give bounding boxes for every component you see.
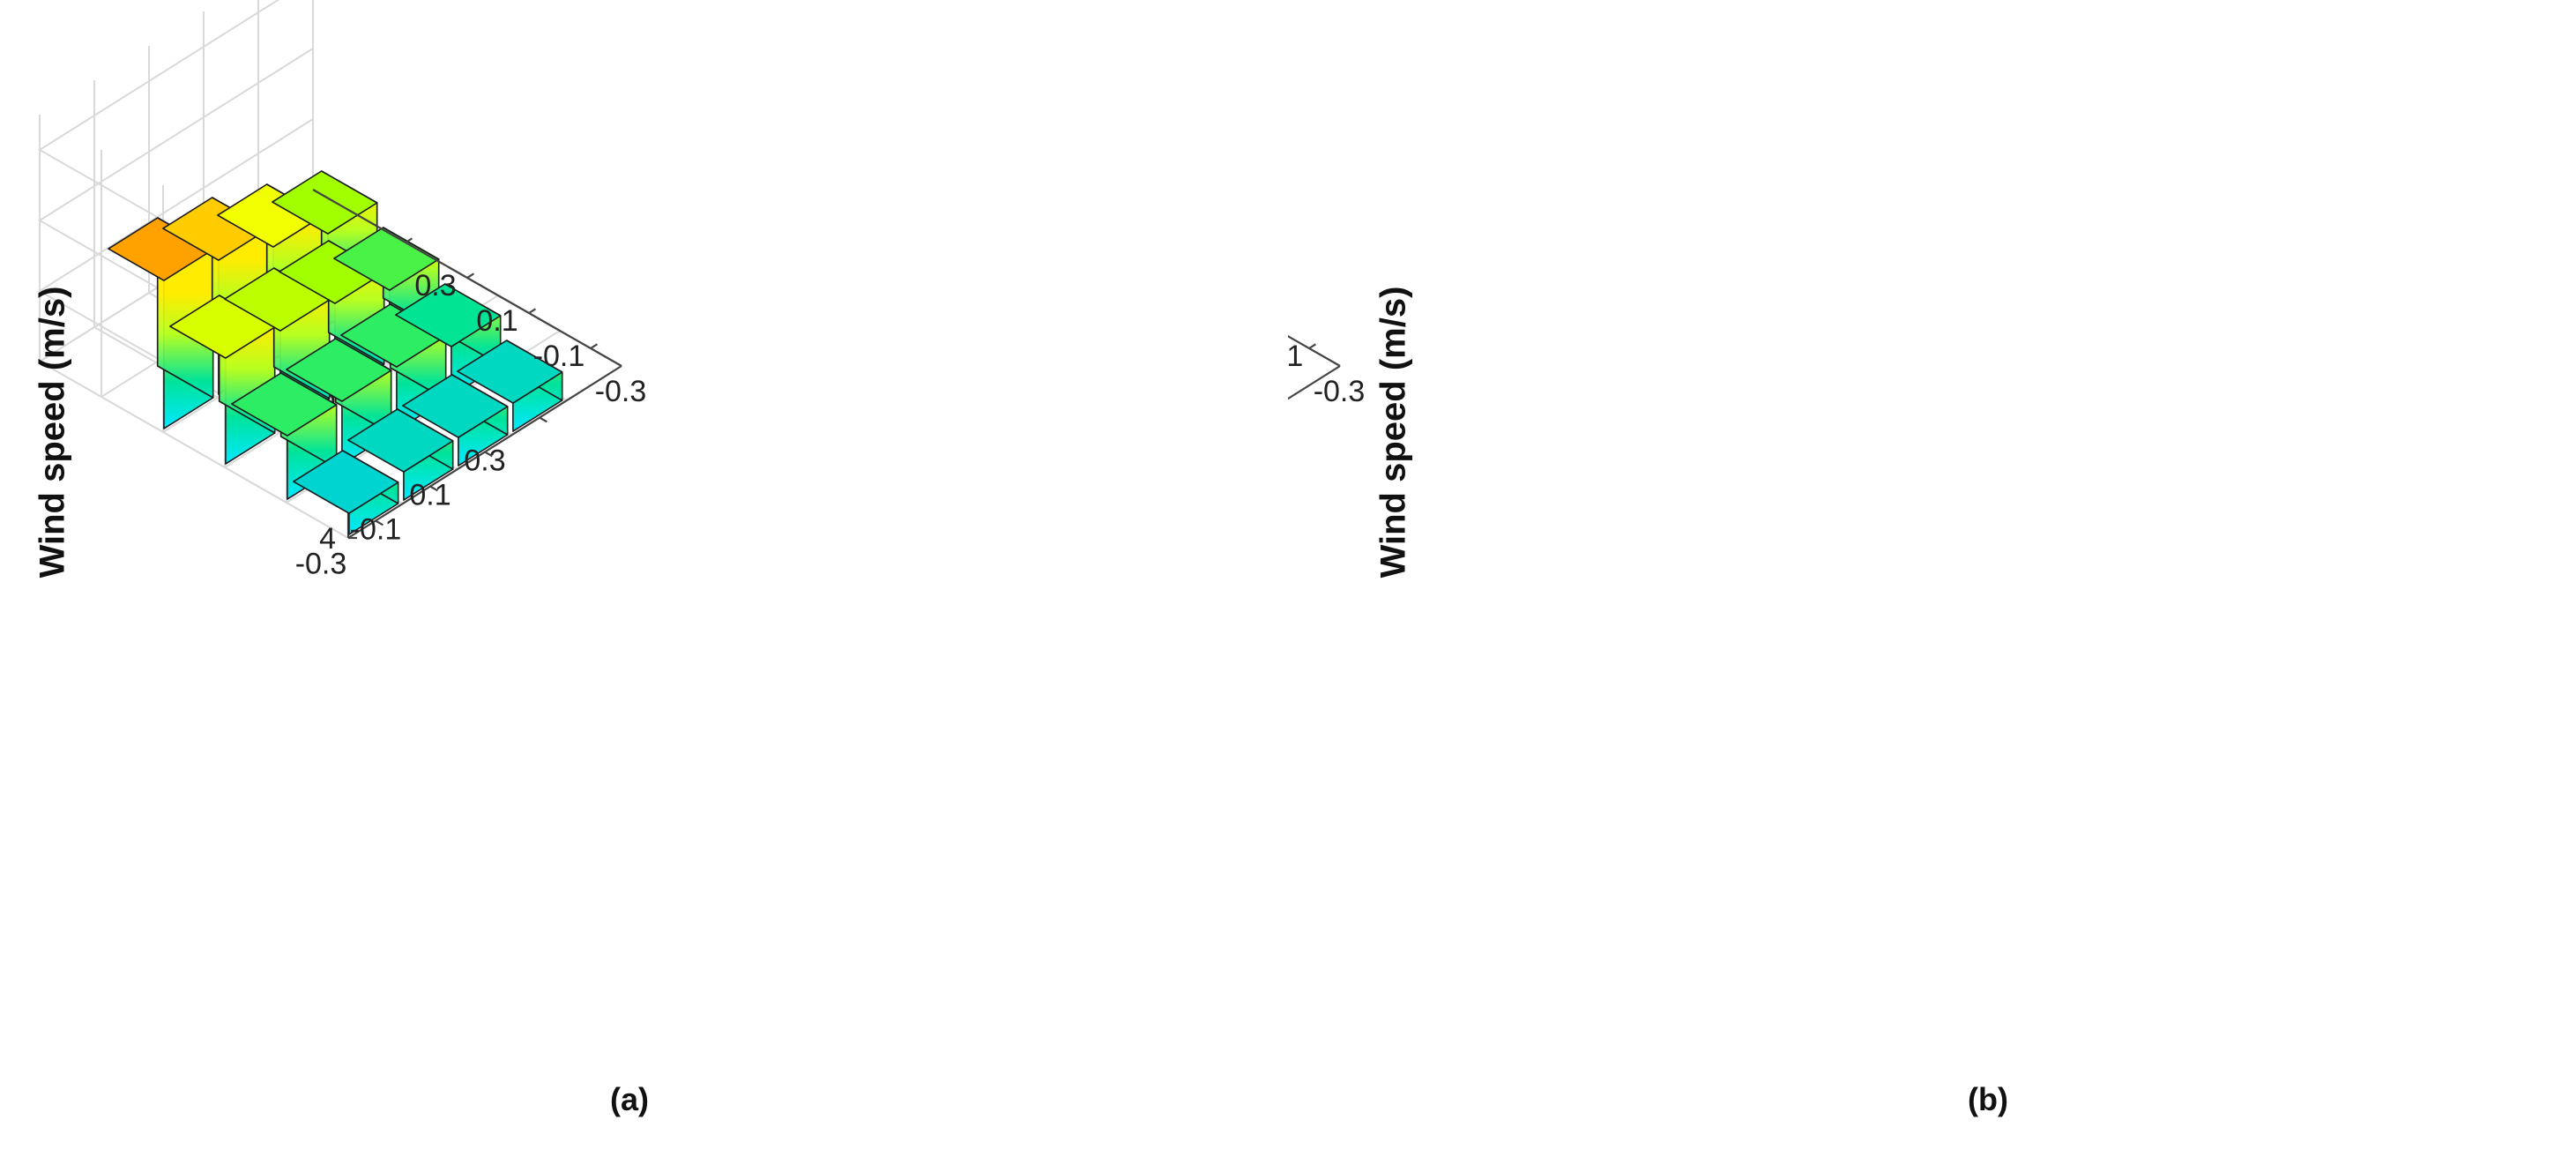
xy-axes: -0.3-0.10.10.3-0.3-0.10.10.3	[1288, 335, 1366, 408]
bar-top	[279, 240, 385, 304]
bar-0.3_-0.3	[457, 340, 563, 432]
bar-0.1_-0.3	[402, 374, 509, 467]
chart-panel-a: 4567-0.3-0.10.10.3-0.3-0.10.10.3 Wind sp…	[33, 0, 649, 1117]
bar-top	[333, 227, 440, 291]
y-tick-label: -0.1	[533, 340, 585, 373]
chart-a-svg: 4567-0.3-0.10.10.3-0.3-0.10.10.3	[38, 0, 647, 581]
y-tick-label: -0.3	[1314, 375, 1366, 408]
y-tick-label: 0.3	[414, 269, 456, 302]
bar-top	[293, 450, 399, 514]
chart-b-svg: 8101214-0.3-0.10.10.3-0.3-0.10.10.3	[1288, 335, 1366, 408]
y-tick-label: -0.3	[595, 375, 647, 408]
bars	[108, 170, 563, 535]
bar-top	[217, 183, 324, 248]
chart-b-zlabel: Wind speed (m/s)	[1374, 286, 1413, 578]
bar--0.3_0.3	[108, 217, 214, 429]
bar-top	[108, 217, 214, 281]
bar-top	[286, 338, 392, 402]
bar--0.1_-0.3	[347, 408, 454, 501]
y-tick-label: 0.1	[476, 304, 517, 338]
bar-top	[169, 295, 276, 359]
x-tick-label: -0.1	[350, 513, 402, 547]
bar-top	[162, 197, 269, 261]
bar-top	[395, 283, 502, 347]
chart-b-panel-label: (b)	[1968, 1081, 2008, 1117]
chart-a-panel-label: (a)	[610, 1081, 649, 1117]
x-tick-label: 0.3	[464, 444, 505, 478]
bar-top	[347, 408, 454, 473]
bar-top	[231, 372, 338, 437]
xy-axes: -0.3-0.10.10.3-0.3-0.10.10.3	[295, 189, 647, 581]
y-tick-label: -0.1	[1288, 340, 1303, 373]
x-tick-label: 0.1	[409, 479, 450, 512]
bar--0.3_-0.3	[293, 450, 399, 535]
bar-top	[272, 170, 378, 235]
z-tick-label: 4	[319, 522, 336, 556]
bar-top	[457, 340, 563, 404]
back-grid	[1288, 335, 1341, 400]
x-tick-label: -0.3	[295, 548, 347, 581]
chart-panel-b: 8101214-0.3-0.10.10.3-0.3-0.10.10.3 Wind…	[1288, 0, 2576, 1157]
bar-top	[340, 303, 447, 368]
bar-top	[402, 374, 509, 438]
chart-a-zlabel: Wind speed (m/s)	[33, 286, 72, 578]
bar-top	[224, 267, 331, 332]
